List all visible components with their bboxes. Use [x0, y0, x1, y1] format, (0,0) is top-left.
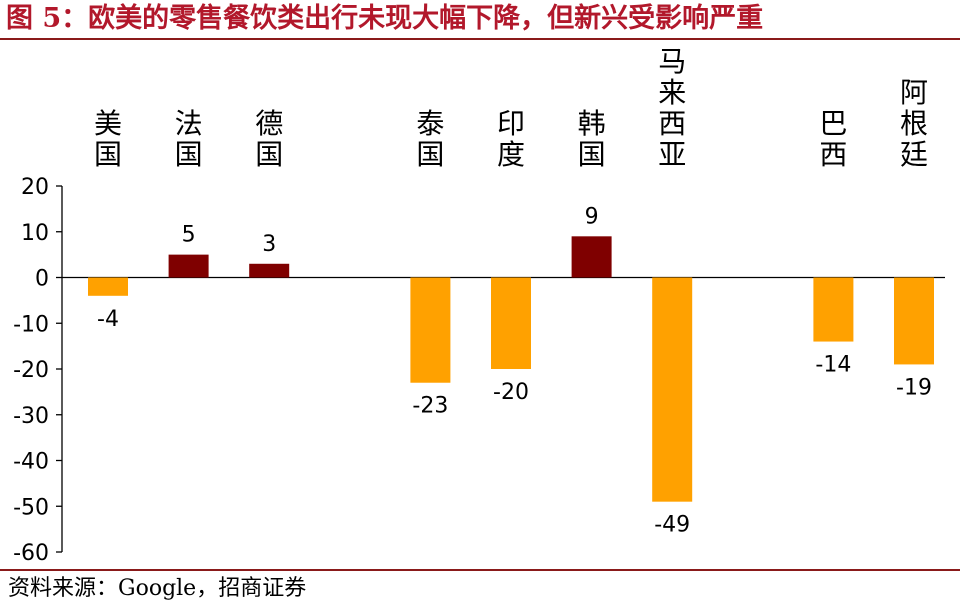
source-note: 资料来源：Google，招商证券 — [0, 569, 960, 608]
data-label: -49 — [654, 513, 690, 538]
category-label: 巴西 — [819, 107, 847, 171]
y-tick-label: 20 — [21, 175, 49, 200]
y-tick-label: -40 — [13, 450, 49, 475]
category-label: 马来西亚 — [658, 45, 686, 171]
bar — [491, 277, 531, 369]
data-label: 5 — [182, 223, 196, 248]
data-labels: -4 5 3 -23 -20 9 -49 -14 -19 — [97, 204, 932, 537]
y-tick-label: -10 — [13, 312, 49, 337]
y-tick-label: -30 — [13, 404, 49, 429]
bar — [894, 277, 934, 365]
bar — [88, 277, 128, 296]
data-label: -14 — [815, 353, 851, 378]
data-label: 3 — [262, 232, 276, 257]
category-label: 阿根廷 — [900, 76, 928, 171]
data-label: -20 — [493, 380, 529, 405]
bar — [571, 236, 612, 278]
data-label: -19 — [896, 375, 932, 400]
bar-chart: 20 10 0 -10 -20 -30 -40 -50 -60 -4 5 3 -23 -20 9 -49 -1… — [13, 45, 945, 566]
bar — [813, 277, 854, 342]
data-label: -4 — [97, 307, 119, 332]
category-label: 韩国 — [578, 107, 606, 171]
bar — [410, 277, 451, 383]
y-tick-label: 10 — [21, 221, 49, 246]
bar — [168, 254, 209, 278]
data-label: 9 — [585, 204, 599, 229]
bar — [652, 277, 693, 502]
category-label: 印度 — [497, 107, 525, 171]
figure-title: 图 5：欧美的零售餐饮类出行未现大幅下降，但新兴受影响严重 — [0, 0, 960, 40]
y-tick-label: -50 — [13, 495, 49, 520]
category-label: 德国 — [255, 107, 283, 171]
category-label: 美国 — [94, 107, 122, 171]
y-tick-label: -20 — [13, 358, 49, 383]
y-tick-label: -60 — [13, 541, 49, 566]
bars — [88, 236, 934, 502]
category-label: 泰国 — [416, 107, 444, 171]
bar — [249, 263, 290, 278]
y-axis: 20 10 0 -10 -20 -30 -40 -50 -60 — [13, 175, 945, 566]
category-label: 法国 — [175, 107, 203, 171]
data-label: -23 — [412, 394, 448, 419]
y-tick-label: 0 — [35, 267, 49, 292]
